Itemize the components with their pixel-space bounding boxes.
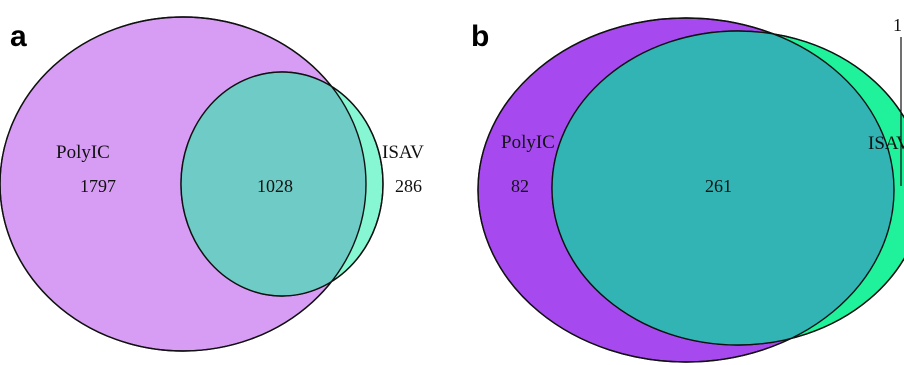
isav-label-b: ISAV — [868, 133, 904, 154]
overlap-region-b — [552, 31, 894, 345]
panel-a-letter: a — [10, 20, 27, 53]
overlap-count-b: 261 — [705, 176, 732, 196]
isav-outline-a — [180, 71, 384, 297]
polyic-label-b: PolyIC — [501, 132, 555, 153]
polyic-only-count-a: 1797 — [80, 176, 116, 196]
isav-only-count-a: 286 — [395, 176, 422, 196]
polyic-label-a: PolyIC — [56, 142, 110, 163]
isav-label-a: ISAV — [382, 142, 424, 163]
panel-b: b PolyIC ISAV 82 261 1 — [471, 15, 904, 363]
overlap-region-a — [181, 72, 366, 296]
polyic-outline-b — [477, 17, 895, 363]
isav-outline-b — [551, 30, 904, 346]
polyic-only-count-b: 82 — [511, 176, 529, 196]
panel-a: a PolyIC ISAV 1797 1028 286 — [0, 16, 424, 352]
polyic-outline-a — [0, 16, 367, 352]
panel-b-letter: b — [471, 20, 489, 53]
overlap-count-a: 1028 — [257, 176, 293, 196]
isav-only-count-b: 1 — [893, 15, 902, 35]
